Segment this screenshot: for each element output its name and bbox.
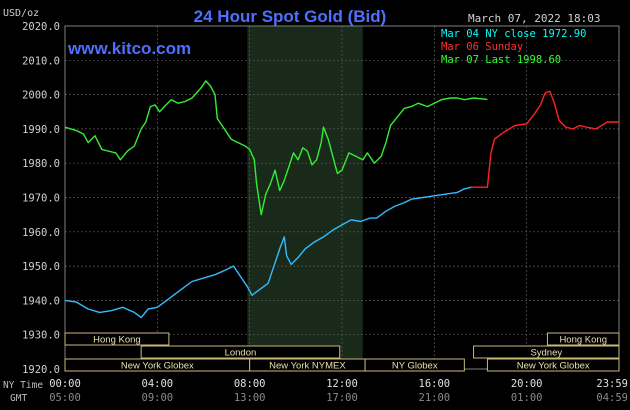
series-line [471, 90, 619, 188]
series-line [64, 80, 488, 216]
y-tick-label: 1940.0 [22, 295, 60, 307]
x-tick-gmt: 13:00 [234, 392, 266, 404]
y-tick-label: 1930.0 [22, 330, 60, 342]
x-axis-ticks: 00:00 05:00 04:00 09:00 08:00 13:00 12:00 17:00… [49, 378, 628, 404]
session-label: London [225, 348, 257, 359]
y-tick-label: 1990.0 [22, 124, 60, 136]
y-tick-label: 1970.0 [22, 193, 60, 205]
session-box [140, 345, 341, 359]
y-tick-label: 1980.0 [22, 158, 60, 170]
chart-title: 24 Hour Spot Gold (Bid) [194, 7, 387, 26]
date-label: March 07, 2022 18:03 [468, 12, 600, 25]
x-tick-gmt: 21:00 [419, 392, 451, 404]
legend-entry-mar06: Mar 06 Sunday [441, 41, 523, 53]
price-series [64, 80, 619, 319]
x-tick-gmt: 01:00 [511, 392, 543, 404]
series-line [64, 186, 472, 319]
x-tick-ny: 04:00 [142, 378, 174, 390]
y-tick-label: 2010.0 [22, 55, 60, 67]
session-label: Hong Kong [93, 335, 141, 346]
trading-sessions: Hong Kong Hong Kong London Sydney New York G… [64, 332, 620, 372]
unit-label: USD/oz [3, 8, 39, 19]
legend: Mar 04 NY close 1972.90 Mar 06 Sunday Ma… [441, 28, 586, 66]
gmt-label: GMT [10, 393, 27, 404]
session-label: New York Globex [121, 361, 194, 372]
x-tick-gmt: 17:00 [326, 392, 358, 404]
y-tick-label: 2020.0 [22, 21, 60, 33]
session-box [473, 345, 620, 359]
x-tick-gmt: 05:00 [49, 392, 81, 404]
x-tick-ny: 12:00 [326, 378, 358, 390]
session-box [64, 332, 170, 346]
session-label: New York Globex [517, 361, 590, 372]
session-box [486, 358, 620, 372]
session-box [546, 332, 620, 346]
y-tick-label: 2000.0 [22, 90, 60, 102]
x-tick-ny: 20:00 [511, 378, 543, 390]
session-label: Sydney [530, 348, 562, 359]
x-tick-gmt: 04:59 [596, 392, 628, 404]
x-tick-ny: 08:00 [234, 378, 266, 390]
x-tick-ny: 23:59 [596, 378, 628, 390]
legend-entry-mar04: Mar 04 NY close 1972.90 [441, 28, 586, 40]
session-label: Hong Kong [559, 335, 607, 346]
y-tick-label: 1960.0 [22, 227, 60, 239]
y-axis-ticks: 2020.0 2010.0 2000.0 1990.0 1980.0 1970.0 1960… [22, 21, 60, 376]
y-tick-label: 1920.0 [22, 364, 60, 376]
ny-time-label: NY Time [3, 380, 43, 391]
x-tick-ny: 00:00 [49, 378, 81, 390]
session-box [364, 358, 465, 372]
x-tick-gmt: 09:00 [142, 392, 174, 404]
watermark-url: www.kitco.com [67, 39, 191, 58]
y-tick-label: 1950.0 [22, 261, 60, 273]
legend-entry-mar07: Mar 07 Last 1998.60 [441, 54, 561, 66]
session-label: New York NYMEX [269, 361, 346, 372]
x-tick-ny: 16:00 [419, 378, 451, 390]
session-label: NY Globex [392, 361, 438, 372]
